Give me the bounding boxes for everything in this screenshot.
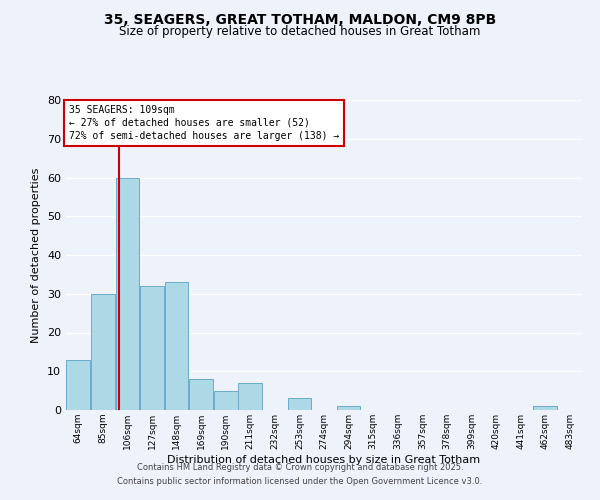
Bar — [214, 390, 238, 410]
Text: Contains HM Land Registry data © Crown copyright and database right 2025.: Contains HM Land Registry data © Crown c… — [137, 464, 463, 472]
Y-axis label: Number of detached properties: Number of detached properties — [31, 168, 41, 342]
Bar — [67, 360, 90, 410]
Bar — [91, 294, 115, 410]
Bar — [238, 383, 262, 410]
Bar — [164, 282, 188, 410]
X-axis label: Distribution of detached houses by size in Great Totham: Distribution of detached houses by size … — [167, 454, 481, 464]
Text: 35, SEAGERS, GREAT TOTHAM, MALDON, CM9 8PB: 35, SEAGERS, GREAT TOTHAM, MALDON, CM9 8… — [104, 12, 496, 26]
Bar — [140, 286, 164, 410]
Text: 35 SEAGERS: 109sqm
← 27% of detached houses are smaller (52)
72% of semi-detache: 35 SEAGERS: 109sqm ← 27% of detached hou… — [68, 104, 339, 141]
Text: Contains public sector information licensed under the Open Government Licence v3: Contains public sector information licen… — [118, 477, 482, 486]
Text: Size of property relative to detached houses in Great Totham: Size of property relative to detached ho… — [119, 25, 481, 38]
Bar — [116, 178, 139, 410]
Bar — [533, 406, 557, 410]
Bar — [337, 406, 361, 410]
Bar — [189, 379, 213, 410]
Bar — [287, 398, 311, 410]
